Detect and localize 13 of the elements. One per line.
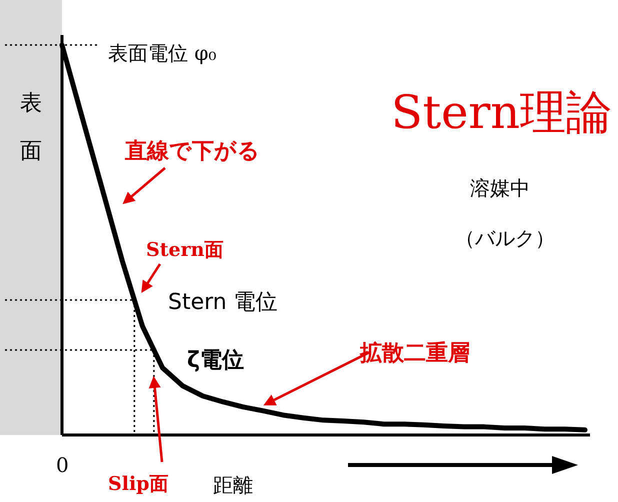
text: Slip面 (108, 473, 168, 495)
annotation: 直線で下がる (124, 139, 260, 164)
ref-line-label: 表面電位 φ₀ (108, 41, 216, 65)
text: 表面 (20, 91, 42, 164)
text: Stern理論 (391, 85, 612, 139)
text: 0 (56, 453, 69, 477)
annotation: Stern面 (146, 239, 224, 261)
x-axis-title: 距離 (213, 473, 253, 497)
annotation: 拡散二重層 (359, 341, 470, 366)
ref-line-label: Stern 電位 (168, 290, 278, 315)
annotation: （バルク） (455, 226, 555, 250)
annotation: 溶媒中 (470, 176, 530, 200)
ref-line-label: ζ電位 (187, 348, 244, 373)
